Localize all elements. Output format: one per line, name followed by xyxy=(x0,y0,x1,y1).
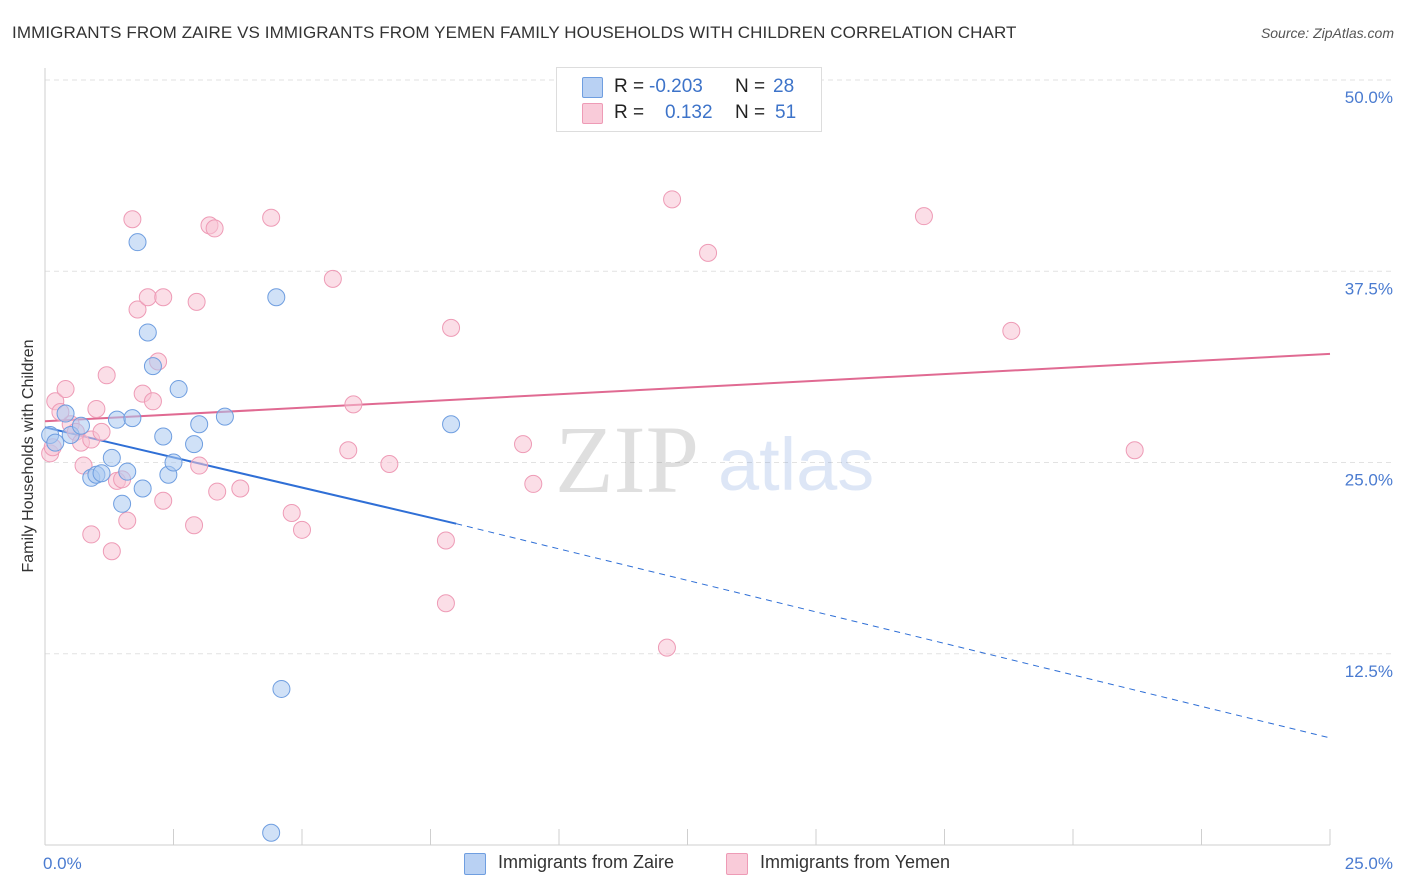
yemen-point xyxy=(282,503,301,522)
yemen-point xyxy=(436,594,455,613)
yemen-point xyxy=(154,288,173,307)
zaire-point xyxy=(56,404,75,423)
yemen-point xyxy=(293,520,311,539)
zaire-legend-label: Immigrants from Zaire xyxy=(498,852,675,872)
legend-row-zaire: R = -0.203 N = 28 xyxy=(557,76,821,102)
yemen-point xyxy=(128,300,147,319)
zaire-point xyxy=(92,464,111,483)
y-axis-label: Family Households with Children xyxy=(20,340,37,573)
x-tick-label: 25.0% xyxy=(1345,854,1393,873)
yemen-point xyxy=(344,395,363,414)
zaire-point xyxy=(71,416,90,435)
zaire-point xyxy=(215,407,234,426)
data-points xyxy=(41,190,1144,842)
r-label: R = xyxy=(614,76,645,97)
yemen-legend-label: Immigrants from Yemen xyxy=(760,852,951,872)
zaire-point xyxy=(185,435,204,454)
yemen-point xyxy=(154,491,173,510)
chart-source: Source: ZipAtlas.com xyxy=(1260,25,1394,41)
r-value: 0.132 xyxy=(665,102,713,123)
yemen-point xyxy=(187,292,206,311)
zaire-point xyxy=(442,415,461,434)
zaire-point xyxy=(154,427,173,446)
yemen-point xyxy=(657,638,676,657)
zaire-trend-line xyxy=(44,426,457,525)
yemen-trend-line xyxy=(44,352,1331,423)
zaire-point xyxy=(262,823,281,842)
zaire-point xyxy=(169,380,188,399)
zaire-swatch xyxy=(582,77,603,98)
yemen-point xyxy=(442,318,461,337)
zaire-point xyxy=(102,448,121,467)
zaire-point xyxy=(107,410,126,429)
yemen-point xyxy=(123,210,142,229)
y-tick-label: 50.0% xyxy=(1345,88,1393,107)
y-tick-label: 12.5% xyxy=(1345,662,1393,681)
yemen-point xyxy=(143,392,162,411)
zaire-point xyxy=(128,233,147,252)
yemen-point xyxy=(190,456,209,475)
yemen-point xyxy=(92,422,111,441)
yemen-point xyxy=(205,219,224,238)
zaire-point xyxy=(113,494,132,513)
zaire-point xyxy=(133,479,152,498)
zaire-point xyxy=(143,357,162,376)
n-label: N = xyxy=(735,76,766,97)
x-tick-label: 0.0% xyxy=(43,854,82,873)
zaire-legend-swatch xyxy=(464,853,486,875)
yemen-point xyxy=(339,441,358,460)
yemen-point xyxy=(1125,441,1144,460)
yemen-point xyxy=(1002,321,1021,340)
zaire-trend-extension xyxy=(456,523,1331,739)
trend-lines xyxy=(44,352,1331,739)
yemen-swatch xyxy=(582,103,603,124)
yemen-point xyxy=(138,288,157,307)
r-value: -0.203 xyxy=(649,76,703,97)
chart-title: IMMIGRANTS FROM ZAIRE VS IMMIGRANTS FROM… xyxy=(12,23,1017,42)
yemen-point xyxy=(914,207,933,226)
n-value: 51 xyxy=(775,102,797,123)
yemen-point xyxy=(323,269,342,288)
stats-legend: R = -0.203 N = 28 R = 0.132 N = 51 xyxy=(556,67,822,132)
yemen-point xyxy=(262,208,281,227)
yemen-point xyxy=(436,531,455,550)
tick-labels: 12.5% 25.0% 37.5% 50.0% 0.0% 25.0% xyxy=(43,88,1393,873)
y-tick-label: 25.0% xyxy=(1345,471,1393,490)
zaire-point xyxy=(118,462,137,481)
yemen-point xyxy=(380,455,399,474)
yemen-point xyxy=(82,525,101,544)
zaire-point xyxy=(190,415,209,434)
r-label: R = xyxy=(614,102,645,123)
yemen-point xyxy=(56,380,75,399)
yemen-point xyxy=(208,482,227,501)
watermark: ZIP atlas xyxy=(555,406,874,513)
yemen-point xyxy=(97,366,116,385)
yemen-point xyxy=(514,435,533,454)
y-tick-label: 37.5% xyxy=(1345,279,1393,298)
yemen-point xyxy=(185,516,204,535)
legend-row-yemen: R = 0.132 N = 51 xyxy=(557,102,821,128)
yemen-point xyxy=(663,190,682,209)
zaire-point xyxy=(46,433,65,452)
watermark-atlas: atlas xyxy=(718,423,874,506)
zaire-point xyxy=(138,323,157,342)
yemen-point xyxy=(118,511,137,530)
n-value: 28 xyxy=(773,76,795,97)
yemen-point xyxy=(102,542,121,561)
zaire-point xyxy=(272,679,291,698)
zaire-point xyxy=(267,288,286,307)
n-label: N = xyxy=(735,102,766,123)
zaire-point xyxy=(164,453,183,472)
yemen-point xyxy=(699,243,718,262)
yemen-point xyxy=(87,399,106,418)
yemen-legend-swatch xyxy=(726,853,748,875)
watermark-zip: ZIP xyxy=(555,406,699,513)
zaire-point xyxy=(123,409,142,428)
grid-lines xyxy=(45,79,1392,655)
yemen-point xyxy=(524,474,543,493)
yemen-point xyxy=(231,479,250,498)
